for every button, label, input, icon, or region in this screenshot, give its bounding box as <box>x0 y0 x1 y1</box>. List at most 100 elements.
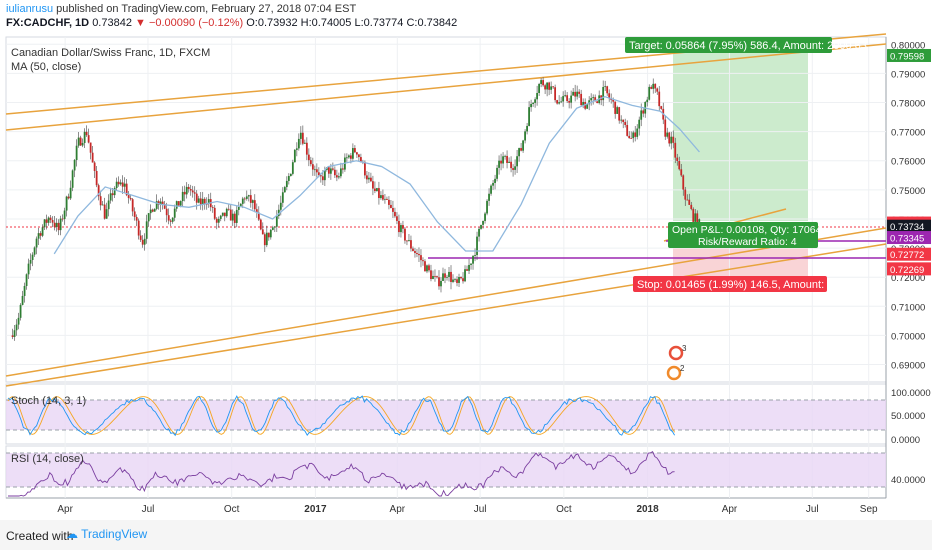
candle-body-313 <box>638 119 641 129</box>
stoch-lines <box>7 395 675 437</box>
candle-body-90 <box>191 190 194 193</box>
candle-body-61 <box>133 211 136 217</box>
candle-body-6 <box>23 285 26 296</box>
candle-body-4 <box>19 304 22 318</box>
price-tick-8: 0.72000 <box>891 273 925 284</box>
candle-body-306 <box>624 122 627 125</box>
event-marker-3[interactable]: 3 <box>668 344 687 361</box>
ma-label: MA (50, close) <box>11 61 81 73</box>
candle-body-69 <box>149 209 152 214</box>
candle-body-76 <box>163 203 166 209</box>
candle-body-264 <box>540 80 542 84</box>
last-price: 0.73842 <box>92 17 132 29</box>
candle-body-156 <box>323 169 326 181</box>
candle-body-204 <box>420 255 422 261</box>
candle-body-195 <box>402 225 404 229</box>
candle-body-300 <box>612 99 615 102</box>
candle-body-178 <box>368 177 370 180</box>
candle-body-161 <box>333 169 336 176</box>
candle-body-1 <box>13 330 16 337</box>
publish-header: iulianrusu published on TradingView.com,… <box>6 3 356 15</box>
candle-body-43 <box>97 185 100 197</box>
candle-body-97 <box>205 203 208 205</box>
published-text: published on TradingView.com, February 2… <box>56 3 357 15</box>
candle-body-338 <box>688 199 691 205</box>
candle-body-147 <box>305 142 308 155</box>
candle-body-190 <box>392 207 394 212</box>
candle-body-340 <box>692 208 695 222</box>
candle-body-235 <box>482 220 484 225</box>
candle-body-37 <box>85 131 88 136</box>
candle-body-137 <box>285 180 288 188</box>
candle-body-150 <box>311 164 314 170</box>
candle-body-193 <box>398 220 400 233</box>
price-change: ▼ −0.00090 (−0.12%) <box>135 17 244 29</box>
price-axis[interactable]: 0.80000 0.79000 0.78000 0.77000 0.76000 0.750… <box>891 40 925 371</box>
candle-body-238 <box>488 193 490 201</box>
candle-body-114 <box>239 203 242 207</box>
candle-body-33 <box>77 137 80 146</box>
candle-body-326 <box>664 119 667 137</box>
channel-lower-outer-line <box>5 243 887 387</box>
candle-body-270 <box>552 86 555 88</box>
candle-body-285 <box>582 101 585 106</box>
rsi-line <box>8 451 675 497</box>
candle-body-177 <box>366 175 368 180</box>
price-chart[interactable]: Canadian Dollar/Swiss Franc, 1D, FXCM MA… <box>0 0 932 520</box>
event-marker-2[interactable]: 2 <box>666 364 685 381</box>
candle-body-104 <box>219 215 222 219</box>
candle-body-335 <box>682 175 685 190</box>
candle-body-320 <box>652 83 655 89</box>
candle-body-47 <box>105 209 108 219</box>
candle-body-237 <box>486 200 488 214</box>
candle-body-152 <box>315 169 318 173</box>
candle-body-215 <box>442 273 444 281</box>
stop-label: Stop: 0.01465 (1.99%) 146.5, Amount: 750… <box>637 279 861 291</box>
target-zone[interactable] <box>673 45 808 221</box>
candle-body-209 <box>430 270 432 280</box>
open-pnl-label: Open P&L: 0.00108, Qty: 17064 <box>672 224 822 236</box>
channel-lower-line <box>5 227 887 377</box>
candle-body-329 <box>670 136 673 144</box>
time-axis[interactable]: Apr Jul Oct 2017 Apr Jul Oct 2018 Apr Jul Sep <box>57 504 878 515</box>
chart-title: Canadian Dollar/Swiss Franc, 1D, FXCM <box>11 47 210 59</box>
candle-body-244 <box>500 160 502 164</box>
candle-body-56 <box>123 183 126 187</box>
candle-body-118 <box>247 195 250 197</box>
candle-body-243 <box>498 160 500 168</box>
candle-body-32 <box>75 145 78 161</box>
tradingview-logo[interactable]: ☁ TradingView <box>66 527 147 541</box>
candle-body-71 <box>153 208 156 212</box>
open-pnl-box[interactable] <box>668 222 818 248</box>
candle-body-86 <box>183 191 186 195</box>
price-tag-3: 0.73345 <box>890 234 924 245</box>
target-label-box[interactable] <box>625 37 832 53</box>
candle-body-73 <box>157 201 160 205</box>
candle-body-50 <box>111 193 114 196</box>
candle-body-176 <box>364 161 366 176</box>
candle-body-67 <box>145 221 148 239</box>
candle-body-276 <box>564 95 567 97</box>
candle-body-249 <box>510 161 512 169</box>
candle-body-0 <box>11 335 14 337</box>
candle-body-13 <box>37 233 40 239</box>
candle-body-223 <box>458 277 460 283</box>
candle-body-241 <box>494 178 496 183</box>
candle-body-66 <box>143 238 146 245</box>
candle-body-208 <box>428 265 430 271</box>
candle-body-167 <box>345 157 348 159</box>
candle-body-3 <box>17 317 20 325</box>
candle-body-198 <box>408 240 410 242</box>
candle-body-22 <box>55 222 58 228</box>
channel-upper-inner-line <box>5 43 887 131</box>
candle-body-36 <box>83 131 86 144</box>
author-link[interactable]: iulianrusu <box>6 3 54 15</box>
candle-body-165 <box>341 168 344 170</box>
candle-body-321 <box>654 83 657 89</box>
price-tick-0: 0.80000 <box>891 40 925 51</box>
candle-body-115 <box>241 198 244 204</box>
stop-label-box[interactable] <box>633 276 827 292</box>
candle-body-62 <box>135 216 138 221</box>
candle-body-252 <box>516 156 518 167</box>
candle-body-186 <box>384 198 386 200</box>
